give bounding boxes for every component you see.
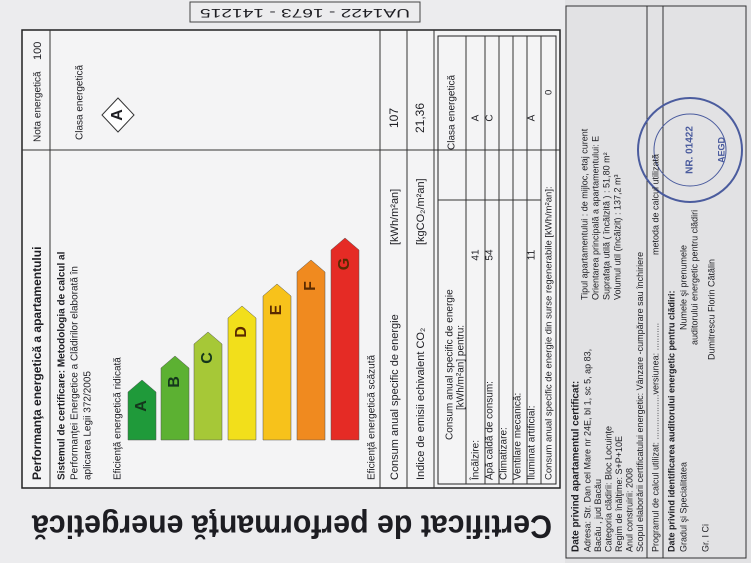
row-label: Apă caldă de consum: [485,381,496,480]
auditor-name: Dumitrescu Florin Cătălin [706,259,716,360]
efficiency-letter: G [336,258,353,270]
renewable-label: Consum anual specific de energie din sur… [544,186,555,480]
software-label: Programul de calcul utilizat: ..........… [650,323,660,552]
stamp-number: NR. 01422 [685,126,696,174]
row-value: 54 [485,249,496,261]
rating-value: 100 [32,42,44,60]
apartment-detail: Bacău , jud Bacău [593,479,603,552]
efficiency-bar [330,237,360,441]
stamp-org: AEGD [716,137,726,164]
efficiency-letter: C [199,352,216,364]
renewable-value: 0 [544,90,555,95]
document-title: Certificat de performanţă energetică [32,509,552,545]
paper-shade [565,0,751,563]
table-class-header: Clasa energetică [447,75,458,150]
efficiency-letter: D [233,326,250,338]
table-frame [437,35,557,485]
emissions-value: 21,36 [413,103,427,133]
row-class: A [527,114,538,121]
row-label: Ventilare mecanică: [513,393,524,480]
efficiency-bar [227,305,257,441]
apartment-detail: Regim de înălţime: S+P+10E [614,436,624,552]
auditor-grade-label: Gradul şi Specialitatea [678,462,688,552]
system-text: aplicarea Legii 372/2005 [83,371,94,480]
section-title: Performanţa energetică a apartamentului [30,247,44,480]
row-label: Încălzire: [469,440,482,481]
consumption-unit: [kWh/m²an] [389,189,401,245]
consumption-label: Consum anual specific de energie [389,314,401,480]
scale-low-label: Eficienţă energetică scăzută [367,354,378,480]
efficiency-bar [296,259,326,441]
stamp [637,97,743,203]
apartment-detail: Adresa: Str. Dan cel Mare nr 24E, bl 1, … [582,349,592,552]
efficiency-letter: B [166,376,183,388]
class-value: A [109,109,126,121]
apartment-heading: Date privind apartamentul certificat: [571,381,582,552]
auditor-grade: Gr. I Ci [700,524,710,552]
serial-box [189,1,421,23]
row-label: Climatizare: [499,427,510,480]
consumption-value: 107 [387,108,401,128]
stamp-inner [653,113,727,187]
system-text: Sistemul de certificare: Metodologia de … [57,251,68,480]
class-diamond [101,97,135,133]
table-header: Consum anual specific de energie [445,289,456,440]
auditor-heading: Date privind identificarea auditorului e… [666,290,676,552]
scale-high-label: Eficienţă energetică ridicată [113,357,124,480]
apartment-detail: Orientarea principală a apartamentului: … [590,136,600,300]
efficiency-letter: A [133,400,150,412]
system-text: Performanţei Energetice a Clădirilor ela… [70,266,81,480]
class-label: Clasa energetică [75,65,86,140]
efficiency-letter: E [268,304,285,315]
row-label: Iluminat artificial: [527,406,538,480]
row-value: 41 [471,249,482,261]
row-class: A [471,114,482,121]
efficiency-bar [127,379,157,441]
apartment-detail: Anul construirii: 2008 [624,468,634,552]
row-class: C [485,114,496,121]
apartment-detail: Volumul util (încălzit) : 137,2 m³ [612,174,622,300]
emissions-label: Indice de emisii echivalent CO₂ [415,328,427,480]
auditor-name-label: auditorului energetic pentru clădiri [689,210,699,345]
efficiency-letter: F [302,281,319,291]
efficiency-bar [193,331,223,441]
apartment-detail: Tipul apartamentului : de mijloc, etaj c… [579,128,589,300]
table-header: [kWh/m²an] pentru: [456,325,467,410]
row-value: 11 [527,249,538,260]
apartment-detail: Suprafaţa utilă ( încălzită ) : 51,80 m² [601,152,611,300]
software-method: metoda de calcul utilizată [650,154,660,255]
serial-number: UA1422 - 1673 - 141215 [199,6,410,20]
efficiency-bar [160,355,190,441]
bottom-frame [565,5,747,559]
efficiency-bar [262,283,292,441]
emissions-unit: [kgCO₂/m²an] [415,178,427,245]
apartment-detail: Scopul elaborării certificatului energet… [635,252,645,552]
rating-label: Nota energetică [33,71,44,142]
auditor-name-label: Numele şi prenumele [678,245,688,330]
apartment-detail: Categoria clădirii: Bloc Locuinţe [603,426,613,552]
